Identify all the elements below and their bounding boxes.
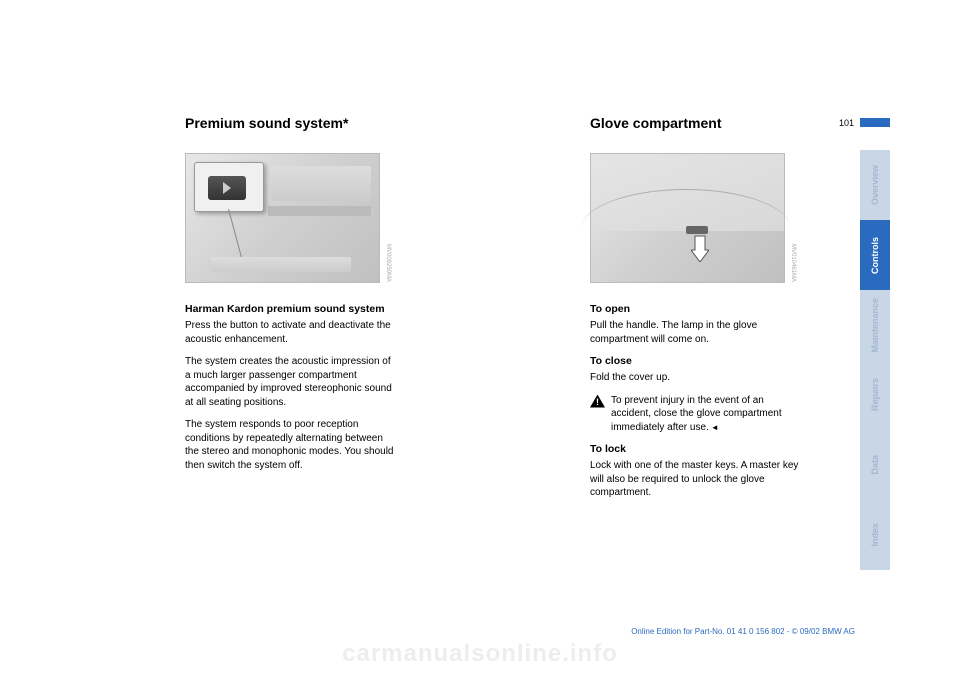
paragraph: Pull the handle. The lamp in the glove c… — [590, 319, 800, 346]
paragraph: Lock with one of the master keys. A mast… — [590, 459, 800, 500]
tab-maintenance[interactable]: Maintenance — [860, 290, 890, 360]
tab-controls[interactable]: Controls — [860, 220, 890, 290]
figure-glove-compartment: MV010461MA — [590, 153, 785, 283]
section-title-glove: Glove compartment — [590, 115, 800, 131]
warning-icon — [590, 395, 605, 408]
tab-overview[interactable]: Overview — [860, 150, 890, 220]
paragraph: Fold the cover up. — [590, 371, 800, 385]
section-title-premium-sound: Premium sound system* — [185, 115, 395, 131]
warning-text: To prevent injury in the event of an acc… — [611, 394, 800, 435]
heading-to-close: To close — [590, 355, 800, 367]
glove-handle — [686, 226, 708, 234]
tab-label: Maintenance — [870, 298, 880, 353]
tab-label: Controls — [870, 237, 880, 274]
figure-id: MV009250MA — [385, 244, 391, 282]
tab-label: Index — [870, 523, 880, 547]
content-columns: Premium sound system* MV009250MA Harman … — [185, 115, 890, 509]
tab-index[interactable]: Index — [860, 500, 890, 570]
heading-harman-kardon: Harman Kardon premium sound system — [185, 303, 395, 315]
page-marker-bar — [860, 118, 890, 127]
tab-label: Repairs — [870, 378, 880, 411]
manual-page: 101 Premium sound system* MV009250MA Har… — [0, 0, 960, 678]
heading-to-lock: To lock — [590, 443, 800, 455]
tab-label: Data — [870, 455, 880, 475]
footer-text: Online Edition for Part-No. 01 41 0 156 … — [631, 627, 855, 636]
console-strip — [211, 257, 351, 272]
tab-repairs[interactable]: Repairs — [860, 360, 890, 430]
callout-line — [228, 209, 242, 258]
paragraph: The system responds to poor reception co… — [185, 418, 395, 472]
figure-sound-system: MV009250MA — [185, 153, 380, 283]
radio-slot — [268, 206, 371, 216]
section-tabs: Overview Controls Maintenance Repairs Da… — [860, 150, 890, 570]
paragraph: Press the button to activate and deactiv… — [185, 319, 395, 346]
play-button-icon — [208, 176, 246, 200]
tab-data[interactable]: Data — [860, 430, 890, 500]
left-column: Premium sound system* MV009250MA Harman … — [185, 115, 395, 509]
paragraph: The system creates the acoustic impressi… — [185, 355, 395, 409]
radio-panel — [271, 166, 371, 201]
right-column: Glove compartment MV010461MA To open Pul… — [590, 115, 800, 509]
pull-arrow-icon — [691, 234, 709, 262]
page-number: 101 — [839, 118, 854, 128]
watermark: carmanualsonline.info — [0, 640, 960, 668]
tab-label: Overview — [870, 165, 880, 205]
warning-block: To prevent injury in the event of an acc… — [590, 394, 800, 435]
figure-id: MV010461MA — [790, 244, 796, 282]
heading-to-open: To open — [590, 303, 800, 315]
button-callout-box — [194, 162, 264, 212]
